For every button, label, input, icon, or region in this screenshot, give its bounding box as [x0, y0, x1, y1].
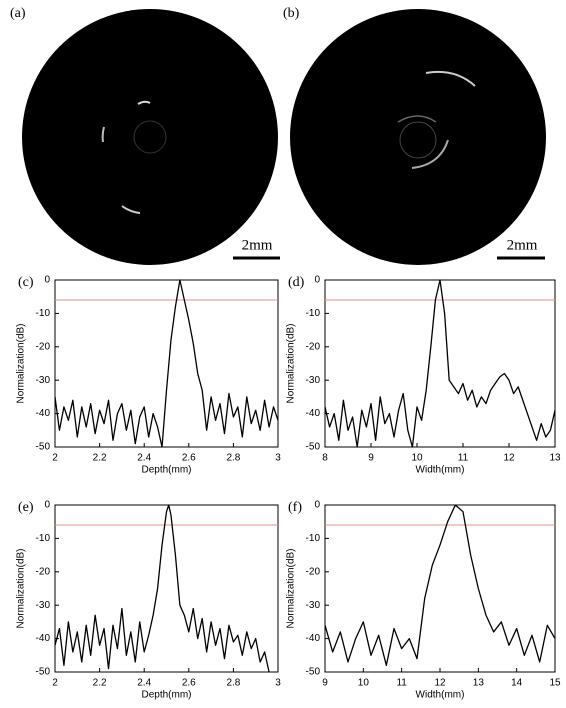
y-tick-label: -20: [306, 341, 321, 352]
x-tick-label: 2.4: [137, 453, 151, 464]
scale-bar-label: 2mm: [242, 237, 273, 253]
y-tick-label: -40: [36, 408, 51, 419]
x-tick-label: 12: [503, 453, 515, 464]
y-tick-label: -40: [36, 633, 51, 644]
y-tick-label: -10: [306, 533, 321, 544]
y-axis-label: Normalization(dB): [286, 548, 297, 628]
echo: [397, 115, 437, 123]
y-tick-label: -10: [306, 308, 321, 319]
y-tick-label: 0: [314, 500, 320, 511]
inner-ring: [399, 121, 437, 159]
y-tick-label: -50: [36, 442, 51, 453]
x-tick-label: 2.2: [93, 453, 107, 464]
x-tick-label: 15: [549, 678, 561, 689]
x-axis-label: Width(mm): [416, 690, 465, 701]
signal-line: [54, 279, 279, 448]
y-tick-label: -30: [36, 375, 51, 386]
y-tick-label: -20: [306, 566, 321, 577]
echo: [425, 70, 476, 87]
y-tick-label: 0: [314, 275, 320, 286]
x-tick-label: 3: [275, 678, 281, 689]
y-tick-label: -30: [36, 600, 51, 611]
y-axis-label: Normalization(dB): [286, 323, 297, 403]
x-tick-label: 2.8: [226, 453, 240, 464]
image-b: (b) 2mm: [283, 6, 546, 265]
x-tick-label: 2.8: [226, 678, 240, 689]
panel-label: (d): [288, 275, 305, 290]
y-tick-label: -20: [36, 566, 51, 577]
x-tick-label: 11: [396, 678, 407, 689]
y-tick-label: -20: [36, 341, 51, 352]
y-tick-label: -30: [306, 375, 321, 386]
plot-frame: [54, 504, 279, 673]
x-tick-label: 14: [511, 678, 523, 689]
echo: [101, 126, 105, 143]
plot-frame: [324, 279, 556, 448]
panel-label: (b): [283, 6, 300, 21]
x-tick-label: 2.2: [93, 678, 107, 689]
y-tick-label: -50: [306, 442, 321, 453]
signal-line: [324, 504, 556, 666]
x-axis-label: Depth(mm): [141, 690, 191, 701]
y-tick-label: -30: [306, 600, 321, 611]
plot-frame: [324, 504, 556, 673]
x-tick-label: 13: [549, 453, 561, 464]
x-tick-label: 3: [275, 453, 281, 464]
y-tick-label: -50: [306, 667, 321, 678]
x-axis-label: Width(mm): [416, 465, 465, 476]
y-tick-label: 0: [44, 500, 50, 511]
y-tick-label: -10: [36, 308, 51, 319]
x-tick-label: 2.4: [137, 678, 151, 689]
echo: [121, 205, 141, 214]
y-tick-label: -50: [36, 667, 51, 678]
x-tick-label: 11: [458, 453, 469, 464]
y-axis-label: Normalization(dB): [16, 323, 27, 403]
echo: [411, 139, 449, 169]
image-a: (a) 2mm: [10, 6, 280, 265]
x-axis-label: Depth(mm): [141, 465, 191, 476]
x-tick-label: 8: [322, 453, 328, 464]
x-tick-label: 2.6: [182, 453, 196, 464]
signal-line: [54, 504, 270, 673]
y-axis-label: Normalization(dB): [16, 548, 27, 628]
echo: [137, 100, 151, 105]
y-tick-label: -40: [306, 633, 321, 644]
x-tick-label: 10: [411, 453, 423, 464]
x-tick-label: 10: [358, 678, 370, 689]
x-tick-label: 9: [322, 678, 328, 689]
y-tick-label: 0: [44, 275, 50, 286]
x-tick-label: 2: [52, 678, 58, 689]
x-tick-label: 2: [52, 453, 58, 464]
plot-frame: [54, 279, 279, 448]
inner-ring: [133, 120, 167, 154]
disk: [290, 9, 546, 265]
x-tick-label: 13: [473, 678, 485, 689]
y-tick-label: -40: [306, 408, 321, 419]
panel-label: (a): [10, 6, 26, 21]
panel-label: (e): [18, 500, 34, 515]
x-tick-label: 2.6: [182, 678, 196, 689]
panel-label: (f): [288, 500, 302, 515]
disk: [22, 9, 278, 265]
y-tick-label: -10: [36, 533, 51, 544]
signal-line: [324, 279, 556, 448]
x-tick-label: 9: [368, 453, 374, 464]
x-tick-label: 12: [434, 678, 446, 689]
panel-label: (c): [18, 275, 34, 290]
scale-bar-label: 2mm: [507, 237, 538, 253]
